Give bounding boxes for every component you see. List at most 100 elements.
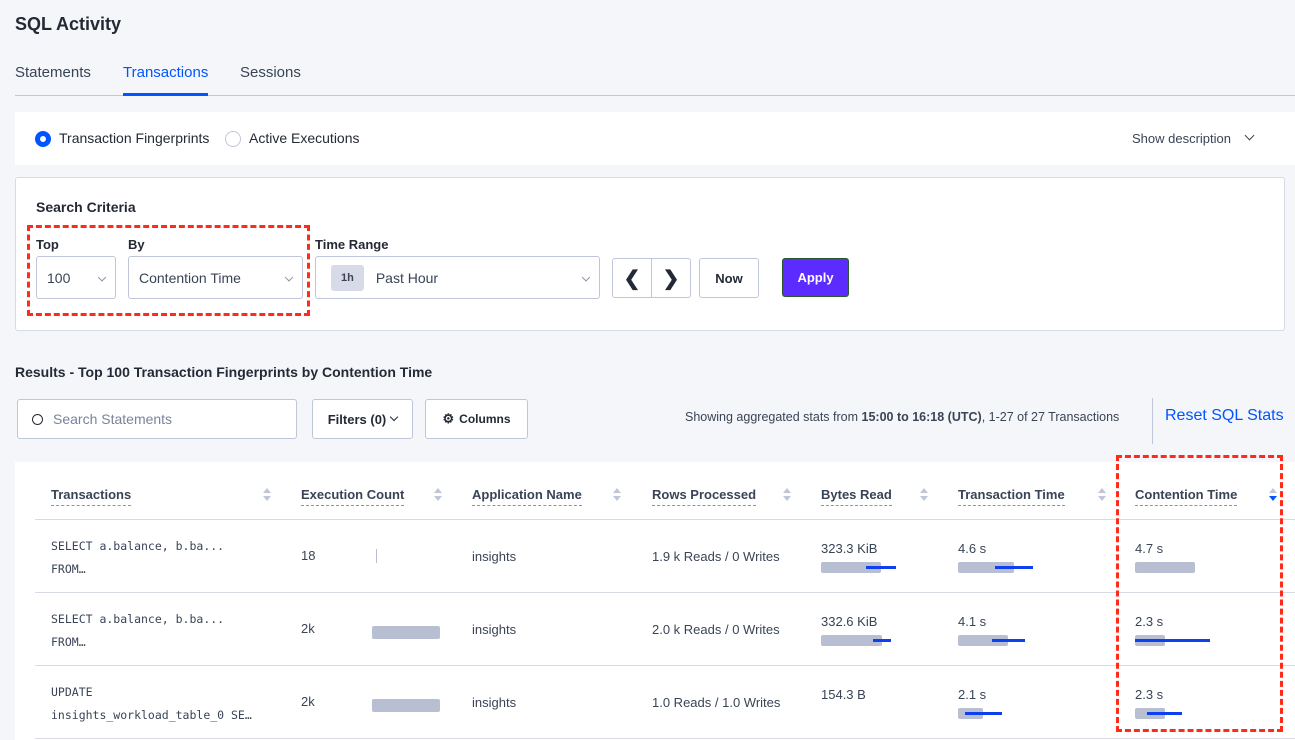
bytes-read-mean-bar: [821, 635, 882, 646]
row-divider: [35, 592, 1295, 593]
highlight-box: [1116, 455, 1283, 732]
execution-count-bar: [376, 549, 377, 563]
time-range-badge: 1h: [331, 264, 364, 291]
tab-sessions[interactable]: Sessions: [240, 64, 301, 81]
row-divider: [35, 665, 1295, 666]
execution-count-bar: [372, 626, 440, 639]
application-name: insights: [472, 622, 517, 637]
stats-range: 15:00 to 16:18 (UTC): [861, 410, 982, 424]
execution-count: 18: [301, 548, 316, 563]
contention-time: 2.3 s: [1135, 687, 1164, 702]
contention-time-mean-bar: [1135, 562, 1195, 573]
sort-icon[interactable]: [434, 488, 442, 504]
sort-icon[interactable]: [613, 488, 621, 504]
columns-button[interactable]: ⚙ Columns: [425, 399, 528, 439]
top-value: 100: [47, 269, 71, 286]
transaction-time: 4.6 s: [958, 541, 987, 556]
time-range-label: Time Range: [315, 237, 389, 252]
by-value: Contention Time: [139, 269, 241, 286]
by-select[interactable]: Contention Time: [128, 256, 303, 299]
previous-time-button[interactable]: ❮: [612, 258, 652, 298]
transaction-query-link[interactable]: insights_workload_table_0 SE…: [51, 708, 252, 722]
highlight-box: [27, 225, 310, 316]
top-label: Top: [36, 237, 59, 252]
sort-icon[interactable]: [1098, 488, 1106, 504]
bytes-read: 332.6 KiB: [821, 614, 878, 629]
transaction-time: 2.1 s: [958, 687, 987, 702]
bytes-read: 323.3 KiB: [821, 541, 878, 556]
divider: [1152, 398, 1153, 444]
chevron-down-icon: [581, 272, 591, 282]
radio-transaction-fingerprints[interactable]: [35, 131, 51, 147]
chevron-right-icon: ❯: [662, 267, 680, 290]
top-select[interactable]: 100: [36, 256, 116, 299]
sort-icon[interactable]: [783, 488, 791, 504]
contention-time-stddev-line: [1147, 712, 1182, 715]
gear-icon: ⚙: [442, 411, 455, 426]
search-statements-input[interactable]: Search Statements: [17, 399, 297, 439]
column-header-contention-time[interactable]: Contention Time: [1135, 487, 1238, 506]
radio-label[interactable]: Transaction Fingerprints: [59, 130, 210, 146]
bytes-read-mean-bar: [821, 562, 881, 573]
columns-label: Columns: [459, 412, 511, 426]
bytes-read-stddev-line: [873, 639, 891, 642]
transaction-time-stddev-line: [965, 712, 1002, 715]
stats-prefix: Showing aggregated stats from: [685, 410, 862, 424]
transaction-query-link[interactable]: SELECT a.balance, b.ba...: [51, 539, 225, 553]
filters-button[interactable]: Filters (0): [312, 399, 413, 439]
sort-icon[interactable]: [263, 488, 271, 504]
transaction-time-stddev-line: [995, 566, 1033, 569]
transactions-table: [15, 462, 1295, 740]
radio-active-executions[interactable]: [225, 131, 241, 147]
transaction-time-mean-bar: [958, 562, 1014, 573]
tab-statements[interactable]: Statements: [15, 64, 91, 81]
by-label: By: [128, 237, 145, 252]
rows-processed: 2.0 k Reads / 0 Writes: [652, 622, 780, 637]
apply-button[interactable]: Apply: [782, 258, 849, 297]
transaction-query-link[interactable]: FROM…: [51, 635, 86, 649]
transaction-time-stddev-line: [992, 639, 1025, 642]
sort-icon[interactable]: [920, 488, 928, 504]
page-title: SQL Activity: [15, 14, 122, 34]
tabs-divider: [15, 95, 1295, 96]
time-range-value: Past Hour: [375, 269, 439, 286]
column-header-transaction-time[interactable]: Transaction Time: [958, 487, 1065, 506]
next-time-button[interactable]: ❯: [651, 258, 691, 298]
show-description-button[interactable]: Show description: [1132, 131, 1231, 146]
column-header-execution-count[interactable]: Execution Count: [301, 487, 405, 506]
column-header-bytes-read[interactable]: Bytes Read: [821, 487, 892, 506]
search-icon: [32, 413, 43, 425]
application-name: insights: [472, 695, 517, 710]
application-name: insights: [472, 549, 517, 564]
column-header-rows-processed[interactable]: Rows Processed: [652, 487, 757, 506]
contention-time-stddev-line: [1135, 639, 1210, 642]
time-range-select[interactable]: 1h Past Hour: [315, 256, 600, 299]
column-header-transactions[interactable]: Transactions: [51, 487, 132, 506]
column-header-application-name[interactable]: Application Name: [472, 487, 582, 506]
tab-transactions[interactable]: Transactions: [123, 64, 209, 81]
transaction-query-link[interactable]: FROM…: [51, 562, 86, 576]
execution-count: 2k: [301, 694, 315, 709]
contention-time: 4.7 s: [1135, 541, 1164, 556]
chevron-left-icon: ❮: [623, 267, 641, 290]
contention-time: 2.3 s: [1135, 614, 1164, 629]
search-placeholder: Search Statements: [53, 411, 173, 427]
bytes-read-stddev-line: [866, 566, 896, 569]
chevron-down-icon: [390, 412, 399, 422]
rows-processed: 1.0 Reads / 1.0 Writes: [652, 695, 781, 710]
execution-count-bar: [372, 699, 440, 712]
transaction-query-link[interactable]: UPDATE: [51, 685, 93, 699]
now-button[interactable]: Now: [699, 258, 759, 298]
transaction-time-mean-bar: [958, 635, 1008, 646]
search-criteria-title: Search Criteria: [36, 199, 136, 215]
reset-sql-stats-link[interactable]: Reset SQL Stats: [1165, 407, 1284, 424]
row-divider: [35, 519, 1295, 520]
rows-processed: 1.9 k Reads / 0 Writes: [652, 549, 780, 564]
transaction-query-link[interactable]: SELECT a.balance, b.ba...: [51, 612, 225, 626]
bytes-read: 154.3 B: [821, 687, 866, 702]
active-tab-indicator: [123, 93, 208, 96]
radio-label[interactable]: Active Executions: [249, 130, 360, 146]
stats-suffix: , 1-27 of 27 Transactions: [981, 410, 1120, 424]
sort-icon[interactable]: [1269, 488, 1277, 504]
execution-count: 2k: [301, 621, 315, 636]
